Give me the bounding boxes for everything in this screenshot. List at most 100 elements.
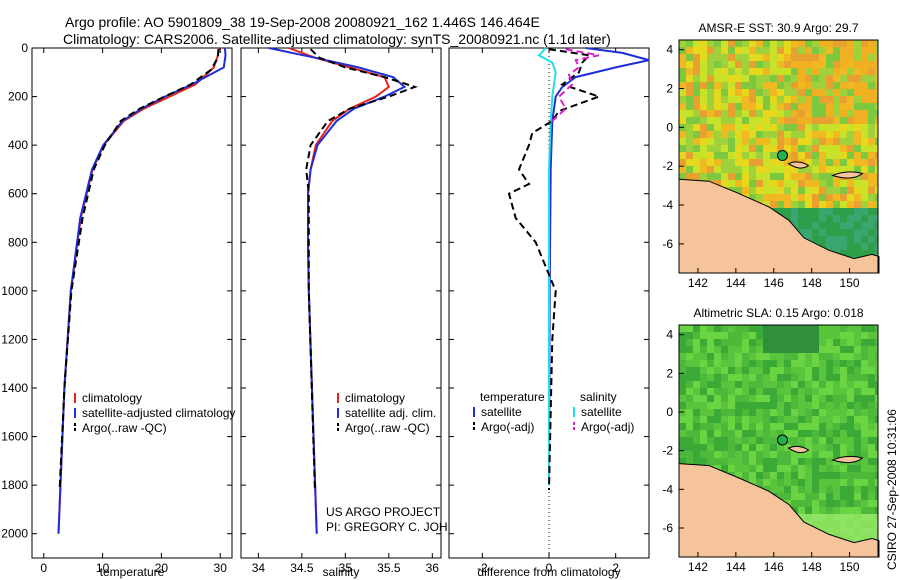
field-cell [854,194,861,201]
field-cell [791,395,798,402]
field-cell [826,166,833,173]
field-cell [812,479,819,486]
field-cell [770,124,777,131]
field-cell [812,229,819,236]
field-cell [861,395,868,402]
field-cell [854,131,861,138]
field-cell [826,110,833,117]
field-cell [826,479,833,486]
field-cell [763,173,770,180]
field-cell [749,437,756,444]
field-cell [749,166,756,173]
field-cell [798,493,805,500]
field-cell [875,423,878,430]
field-cell [707,416,714,423]
field-cell [833,124,840,131]
field-cell [854,82,861,89]
field-cell [861,180,868,187]
field-cell [749,40,756,47]
field-cell [805,479,812,486]
field-cell [728,159,735,166]
field-cell [777,416,784,423]
field-cell [756,117,763,124]
field-cell [812,201,819,208]
field-cell [833,103,840,110]
field-cell [756,353,763,360]
field-cell [686,152,693,159]
field-cell [777,339,784,346]
x-tick-label: 144 [726,276,746,290]
field-cell [679,339,686,346]
header-line-1: Argo profile: AO 5901809_38 19-Sep-2008 … [65,14,540,30]
field-cell [693,346,700,353]
field-cell [861,437,868,444]
field-cell [777,159,784,166]
x-tick-label: 36 [426,561,440,575]
field-cell [861,332,868,339]
field-cell [735,54,742,61]
field-cell [826,339,833,346]
field-cell [798,152,805,159]
field-cell [756,381,763,388]
field-cell [854,395,861,402]
field-cell [686,444,693,451]
field-cell [868,437,875,444]
field-cell [826,381,833,388]
field-cell [714,166,721,173]
field-cell [784,103,791,110]
field-cell [854,507,861,514]
field-cell [875,486,878,493]
field-cell [749,187,756,194]
field-cell [861,250,868,257]
field-cell [735,325,742,332]
field-cell [798,145,805,152]
field-cell [875,360,878,367]
field-cell [868,250,875,257]
field-cell [868,68,875,75]
field-cell [819,521,826,528]
field-cell [749,47,756,54]
field-cell [735,437,742,444]
field-cell [791,423,798,430]
field-cell [819,451,826,458]
field-cell [868,117,875,124]
field-cell [756,374,763,381]
field-cell [819,159,826,166]
field-cell [854,381,861,388]
field-cell [777,180,784,187]
field-cell [819,409,826,416]
field-cell [868,222,875,229]
field-cell [840,82,847,89]
field-cell [826,243,833,250]
field-cell [812,159,819,166]
field-cell [798,229,805,236]
field-cell [798,367,805,374]
field-cell [735,131,742,138]
field-cell [798,40,805,47]
field-cell [777,395,784,402]
field-cell [847,215,854,222]
field-cell [854,229,861,236]
field-cell [847,194,854,201]
field-cell [686,339,693,346]
field-cell [819,110,826,117]
field-cell [700,409,707,416]
field-cell [742,61,749,68]
field-cell [805,75,812,82]
field-cell [826,360,833,367]
field-cell [721,40,728,47]
field-cell [714,68,721,75]
field-cell [756,346,763,353]
legend-label-sat_diff_sal: satellite [581,405,622,419]
field-cell [693,131,700,138]
field-cell [777,208,784,215]
field-cell [756,339,763,346]
field-cell [868,82,875,89]
field-cell [798,75,805,82]
field-cell [875,535,878,542]
field-cell [777,451,784,458]
field-cell [770,131,777,138]
field-cell [777,82,784,89]
field-cell [693,332,700,339]
field-cell [770,75,777,82]
